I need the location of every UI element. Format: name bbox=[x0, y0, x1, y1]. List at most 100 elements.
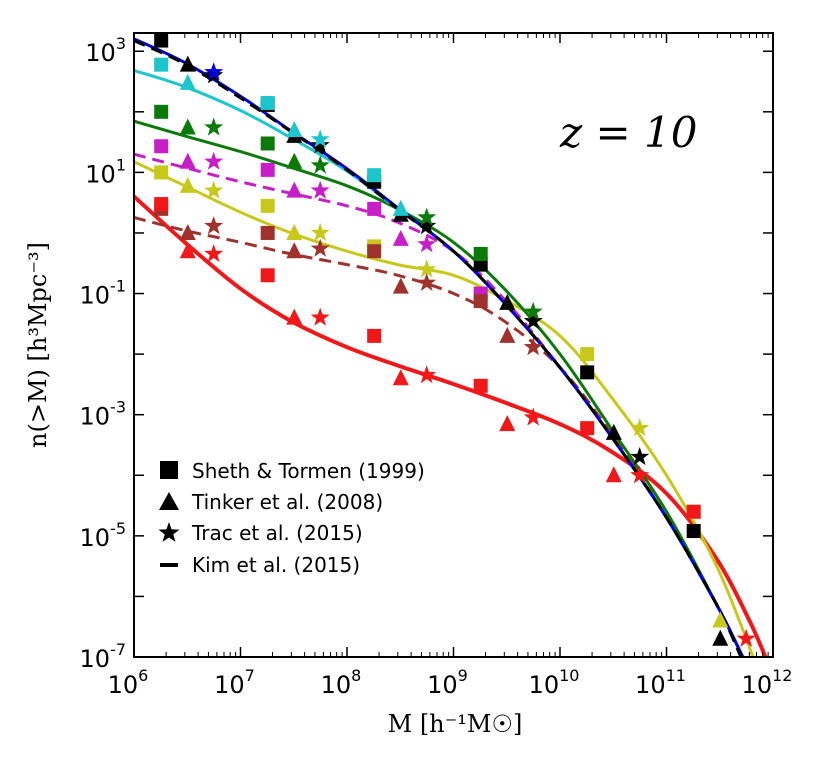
star-point-magenta bbox=[310, 180, 330, 199]
x-tick-base: 10 bbox=[214, 671, 245, 699]
triangle-point-brown bbox=[286, 242, 303, 259]
star-point-black bbox=[630, 447, 650, 466]
x-tick-exponent: 7 bbox=[245, 666, 255, 685]
legend: Sheth & Tormen (1999) Tinker et al. (200… bbox=[158, 459, 425, 577]
x-axis-label: M [h⁻¹M☉] bbox=[388, 710, 523, 738]
square-point-magenta bbox=[154, 139, 169, 154]
square-point-cyan bbox=[154, 57, 169, 72]
x-tick-label: 106 bbox=[108, 666, 149, 699]
y-tick-exponent: 3 bbox=[116, 34, 126, 53]
square-point-cyan bbox=[260, 95, 275, 110]
redshift-annotation: z = 10 bbox=[559, 108, 697, 157]
triangle-point-red bbox=[605, 466, 622, 483]
y-tick-base: 10 bbox=[80, 645, 111, 673]
axes: 106 107 108 109 1010 1011 101210-710-510-310-1… bbox=[80, 33, 793, 699]
square-point-cyan bbox=[367, 168, 382, 183]
y-tick-label: 10-7 bbox=[80, 640, 127, 673]
square-point-red bbox=[473, 378, 488, 393]
star-point-olive bbox=[417, 259, 437, 278]
triangle-point-red bbox=[499, 415, 516, 432]
star-point-brown bbox=[417, 272, 437, 291]
x-tick-label: 1012 bbox=[742, 666, 793, 699]
legend-label: Kim et al. (2015) bbox=[192, 553, 360, 577]
star-point-magenta bbox=[417, 234, 437, 253]
square-point-black bbox=[580, 365, 595, 380]
star-point-brown bbox=[204, 216, 224, 235]
y-axis-label: n(>M) [h³Mpc⁻³] bbox=[24, 242, 52, 448]
y-tick-base: 10 bbox=[80, 403, 111, 431]
legend-label: Trac et al. (2015) bbox=[191, 521, 363, 545]
square-point-green bbox=[260, 136, 275, 151]
x-tick-exponent: 12 bbox=[772, 666, 792, 685]
x-tick-exponent: 8 bbox=[351, 666, 361, 685]
y-tick-label: 103 bbox=[85, 34, 126, 67]
star-point-green bbox=[310, 155, 330, 174]
curve-brown bbox=[134, 216, 745, 657]
square-point-red bbox=[154, 197, 169, 212]
legend-label: Tinker et al. (2008) bbox=[191, 490, 383, 514]
curve-olive bbox=[134, 160, 755, 657]
y-tick-exponent: -1 bbox=[110, 277, 126, 296]
star-point-red bbox=[523, 407, 543, 426]
star-point-black bbox=[417, 216, 437, 235]
x-tick-exponent: 11 bbox=[666, 666, 686, 685]
square-point-magenta bbox=[260, 162, 275, 177]
square-point-black bbox=[686, 524, 701, 539]
x-tick-base: 10 bbox=[321, 671, 352, 699]
star-point-green bbox=[523, 301, 543, 320]
square-point-red bbox=[367, 328, 382, 343]
star-point-green bbox=[204, 117, 224, 136]
y-tick-base: 10 bbox=[80, 524, 111, 552]
legend-star-icon bbox=[158, 522, 180, 542]
star-point-red bbox=[417, 365, 437, 384]
x-tick-base: 10 bbox=[108, 671, 139, 699]
legend-square-icon bbox=[160, 461, 178, 479]
star-point-olive bbox=[630, 418, 650, 437]
square-point-olive bbox=[580, 347, 595, 362]
star-point-magenta bbox=[204, 151, 224, 170]
star-point-black bbox=[310, 135, 330, 154]
triangle-point-red bbox=[392, 369, 409, 386]
triangle-point-black bbox=[712, 629, 729, 646]
triangle-point-red bbox=[286, 308, 303, 325]
star-point-red bbox=[204, 244, 224, 263]
square-point-olive bbox=[154, 165, 169, 180]
square-point-black bbox=[473, 257, 488, 272]
y-tick-label: 10-5 bbox=[80, 519, 127, 552]
star-point-olive bbox=[310, 223, 330, 242]
star-point-green bbox=[417, 207, 437, 226]
triangle-point-black bbox=[499, 293, 516, 310]
x-tick-exponent: 6 bbox=[138, 666, 148, 685]
triangle-point-olive bbox=[712, 611, 729, 628]
legend-label: Sheth & Tormen (1999) bbox=[192, 459, 425, 483]
triangle-point-cyan bbox=[179, 73, 196, 90]
square-point-brown bbox=[260, 225, 275, 240]
square-point-brown bbox=[473, 294, 488, 309]
x-tick-label: 108 bbox=[321, 666, 362, 699]
y-tick-base: 10 bbox=[80, 282, 111, 310]
triangle-point-brown bbox=[392, 277, 409, 294]
marker-layer bbox=[154, 33, 756, 647]
star-point-red bbox=[310, 307, 330, 326]
triangle-point-green bbox=[179, 118, 196, 135]
triangle-point-red bbox=[179, 242, 196, 259]
star-point-cyan bbox=[310, 129, 330, 148]
triangle-point-magenta bbox=[392, 229, 409, 246]
y-tick-exponent: 1 bbox=[116, 155, 126, 174]
curve-magenta bbox=[134, 152, 745, 657]
star-point-black bbox=[523, 311, 543, 330]
x-tick-label: 1010 bbox=[529, 666, 580, 699]
x-tick-label: 1011 bbox=[635, 666, 686, 699]
curve-red bbox=[134, 195, 768, 657]
y-tick-exponent: -5 bbox=[110, 519, 126, 538]
star-point-olive bbox=[204, 180, 224, 199]
y-tick-exponent: -7 bbox=[110, 640, 126, 659]
triangle-point-cyan bbox=[286, 121, 303, 138]
y-tick-exponent: -3 bbox=[110, 398, 126, 417]
y-tick-base: 10 bbox=[85, 39, 116, 67]
x-tick-label: 107 bbox=[214, 666, 255, 699]
triangle-point-magenta bbox=[179, 152, 196, 169]
star-point-blue bbox=[204, 62, 224, 81]
triangle-point-brown bbox=[499, 326, 516, 343]
